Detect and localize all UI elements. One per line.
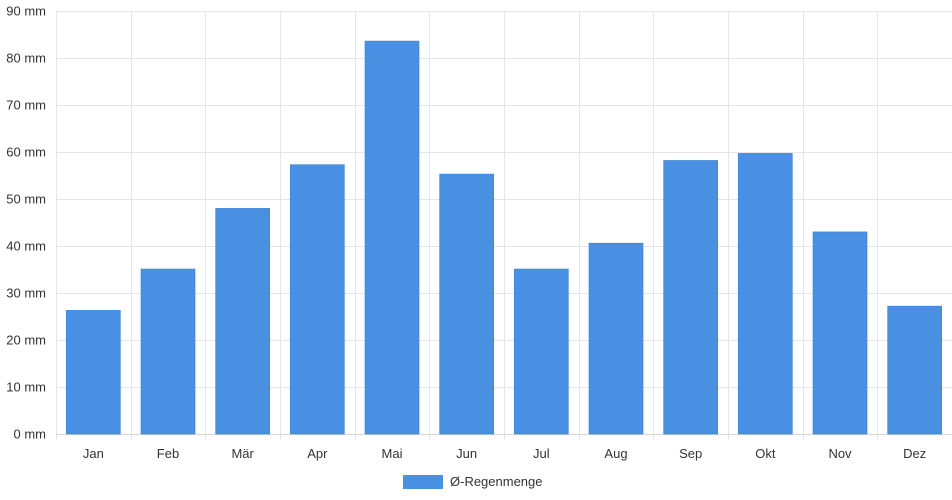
y-tick-label: 0 mm — [14, 427, 47, 442]
x-tick-label: Jul — [533, 446, 550, 461]
y-tick-label: 70 mm — [6, 98, 46, 113]
legend[interactable]: Ø-Regenmenge — [403, 474, 543, 489]
y-tick-label: 60 mm — [6, 145, 46, 160]
bar-nov[interactable] — [812, 231, 868, 435]
x-tick-label: Feb — [157, 446, 179, 461]
y-tick-label: 40 mm — [6, 239, 46, 254]
x-tick-label: Aug — [604, 446, 627, 461]
legend-swatch-regenmenge[interactable] — [403, 475, 443, 489]
x-tick-label: Nov — [828, 446, 852, 461]
bars — [66, 40, 942, 435]
x-tick-label: Okt — [755, 446, 776, 461]
y-tick-label: 20 mm — [6, 333, 46, 348]
y-tick-label: 10 mm — [6, 380, 46, 395]
grid-lines — [56, 11, 952, 440]
x-tick-label: Mai — [382, 446, 403, 461]
axis-labels: 0 mm 10 mm 20 mm 30 mm 40 mm 50 mm 60 mm 70 mm 8… — [6, 4, 926, 462]
x-tick-label: Apr — [307, 446, 328, 461]
bar-okt[interactable] — [738, 153, 793, 435]
bar-feb[interactable] — [140, 268, 196, 435]
bar-jan[interactable] — [66, 310, 121, 435]
x-tick-label: Jun — [456, 446, 477, 461]
bar-mär[interactable] — [215, 208, 270, 435]
y-tick-label: 30 mm — [6, 286, 46, 301]
legend-label-regenmenge[interactable]: Ø-Regenmenge — [450, 474, 543, 489]
bar-dez[interactable] — [887, 305, 942, 435]
bar-jun[interactable] — [439, 173, 494, 435]
bar-aug[interactable] — [588, 242, 644, 435]
bar-jul[interactable] — [514, 268, 569, 435]
x-tick-label: Mär — [231, 446, 254, 461]
x-tick-label: Sep — [679, 446, 702, 461]
x-tick-label: Jan — [83, 446, 104, 461]
x-tick-label: Dez — [903, 446, 926, 461]
y-tick-label: 50 mm — [6, 192, 46, 207]
bar-sep[interactable] — [663, 160, 718, 435]
y-tick-label: 90 mm — [6, 4, 46, 19]
bar-mai[interactable] — [364, 40, 420, 435]
bar-apr[interactable] — [290, 164, 345, 435]
y-tick-label: 80 mm — [6, 51, 46, 66]
